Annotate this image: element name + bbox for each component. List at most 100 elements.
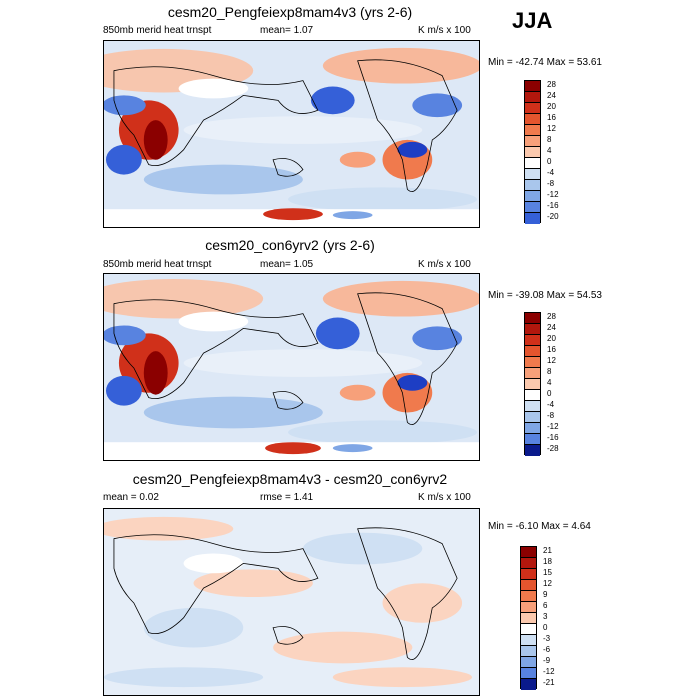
colorbar-label: 15 (543, 568, 552, 577)
colorbar-label: 12 (547, 356, 556, 365)
colorbar-swatch (525, 158, 540, 169)
colorbar-label: 16 (547, 345, 556, 354)
panel-2-colorbar (524, 312, 541, 456)
panel-3-units-text: K m/s x 100 (418, 492, 471, 503)
panel-3-rmse-text: rmse = 1.41 (260, 492, 314, 503)
panel-2-map-field (104, 274, 479, 460)
panel-1-units-text: K m/s x 100 (418, 25, 471, 36)
colorbar-swatch (525, 335, 540, 346)
colorbar-swatch (521, 580, 536, 591)
colorbar-label: -16 (547, 433, 559, 442)
colorbar-swatch (521, 591, 536, 602)
colorbar-label: 20 (547, 334, 556, 343)
colorbar-swatch (525, 125, 540, 136)
colorbar-label: -8 (547, 411, 555, 420)
colorbar-label: -6 (543, 645, 551, 654)
colorbar-label: 24 (547, 91, 556, 100)
colorbar-label: -20 (547, 212, 559, 221)
colorbar-swatch (521, 679, 536, 690)
season-label: JJA (512, 8, 553, 33)
colorbar-label: 3 (543, 612, 548, 621)
panel-2-units-text: K m/s x 100 (418, 259, 471, 270)
colorbar-swatch (521, 657, 536, 668)
panel-1-title: cesm20_Pengfeiexp8mam4v3 (yrs 2-6) (167, 4, 413, 20)
panel-1-mean-text: mean= 1.07 (260, 25, 314, 36)
colorbar-swatch (525, 92, 540, 103)
colorbar-label: 16 (547, 113, 556, 122)
panel-2-title: cesm20_con6yrv2 (yrs 2-6) (205, 237, 375, 253)
colorbar-label: -21 (543, 678, 555, 687)
colorbar-label: -12 (547, 190, 559, 199)
panel-2-mean-text: mean= 1.05 (260, 259, 314, 270)
colorbar-label: -16 (547, 201, 559, 210)
colorbar-label: 8 (547, 367, 552, 376)
colorbar-label: 21 (543, 546, 552, 555)
colorbar-label: 20 (547, 102, 556, 111)
panel-2-minmax: Min = -39.08 Max = 54.53 (488, 290, 602, 301)
panel-1-left-text: 850mb merid heat trnspt (103, 25, 212, 36)
colorbar-swatch (521, 646, 536, 657)
colorbar-label: 0 (543, 623, 548, 632)
colorbar-swatch (525, 103, 540, 114)
panel-3-map-field (104, 509, 479, 695)
colorbar-label: 0 (547, 157, 552, 166)
colorbar-label: -8 (547, 179, 555, 188)
colorbar-label: 18 (543, 557, 552, 566)
colorbar-label: -12 (543, 667, 555, 676)
panel-1-colorbar (524, 80, 541, 224)
colorbar-swatch (525, 346, 540, 357)
panel-1-map-field (104, 41, 479, 227)
colorbar-label: 6 (543, 601, 548, 610)
colorbar-swatch (525, 147, 540, 158)
colorbar-swatch (525, 412, 540, 423)
colorbar-label: 28 (547, 312, 556, 321)
colorbar-label: 9 (543, 590, 548, 599)
colorbar-swatch (525, 180, 540, 191)
panel-3-colorbar (520, 546, 537, 690)
colorbar-label: -4 (547, 168, 555, 177)
colorbar-swatch (525, 191, 540, 202)
colorbar-swatch (525, 423, 540, 434)
panel-3-map (103, 508, 480, 696)
colorbar-label: -3 (543, 634, 551, 643)
colorbar-swatch (521, 624, 536, 635)
colorbar-swatch (525, 213, 540, 224)
panel-2-map (103, 273, 480, 461)
panel-1-minmax: Min = -42.74 Max = 53.61 (488, 57, 602, 68)
colorbar-label: 12 (547, 124, 556, 133)
colorbar-label: 4 (547, 146, 552, 155)
colorbar-label: 0 (547, 389, 552, 398)
colorbar-swatch (521, 668, 536, 679)
colorbar-swatch (521, 569, 536, 580)
colorbar-swatch (525, 390, 540, 401)
colorbar-swatch (521, 547, 536, 558)
panel-3-mean-text: mean = 0.02 (103, 492, 159, 503)
colorbar-swatch (525, 401, 540, 412)
colorbar-swatch (525, 114, 540, 125)
panel-3-minmax: Min = -6.10 Max = 4.64 (488, 521, 591, 532)
colorbar-swatch (525, 169, 540, 180)
colorbar-swatch (525, 368, 540, 379)
colorbar-label: 4 (547, 378, 552, 387)
colorbar-swatch (525, 357, 540, 368)
colorbar-swatch (525, 81, 540, 92)
colorbar-swatch (521, 635, 536, 646)
colorbar-swatch (525, 434, 540, 445)
colorbar-swatch (525, 324, 540, 335)
colorbar-label: 28 (547, 80, 556, 89)
colorbar-swatch (525, 202, 540, 213)
colorbar-swatch (521, 613, 536, 624)
colorbar-swatch (525, 136, 540, 147)
colorbar-label: 8 (547, 135, 552, 144)
panel-3-title: cesm20_Pengfeiexp8mam4v3 - cesm20_con6yr… (132, 471, 448, 487)
colorbar-swatch (525, 445, 540, 456)
colorbar-swatch (521, 558, 536, 569)
colorbar-label: -28 (547, 444, 559, 453)
panel-2-left-text: 850mb merid heat trnspt (103, 259, 212, 270)
colorbar-label: -4 (547, 400, 555, 409)
colorbar-label: -12 (547, 422, 559, 431)
colorbar-swatch (525, 379, 540, 390)
colorbar-label: 12 (543, 579, 552, 588)
colorbar-label: 24 (547, 323, 556, 332)
panel-1-map (103, 40, 480, 228)
